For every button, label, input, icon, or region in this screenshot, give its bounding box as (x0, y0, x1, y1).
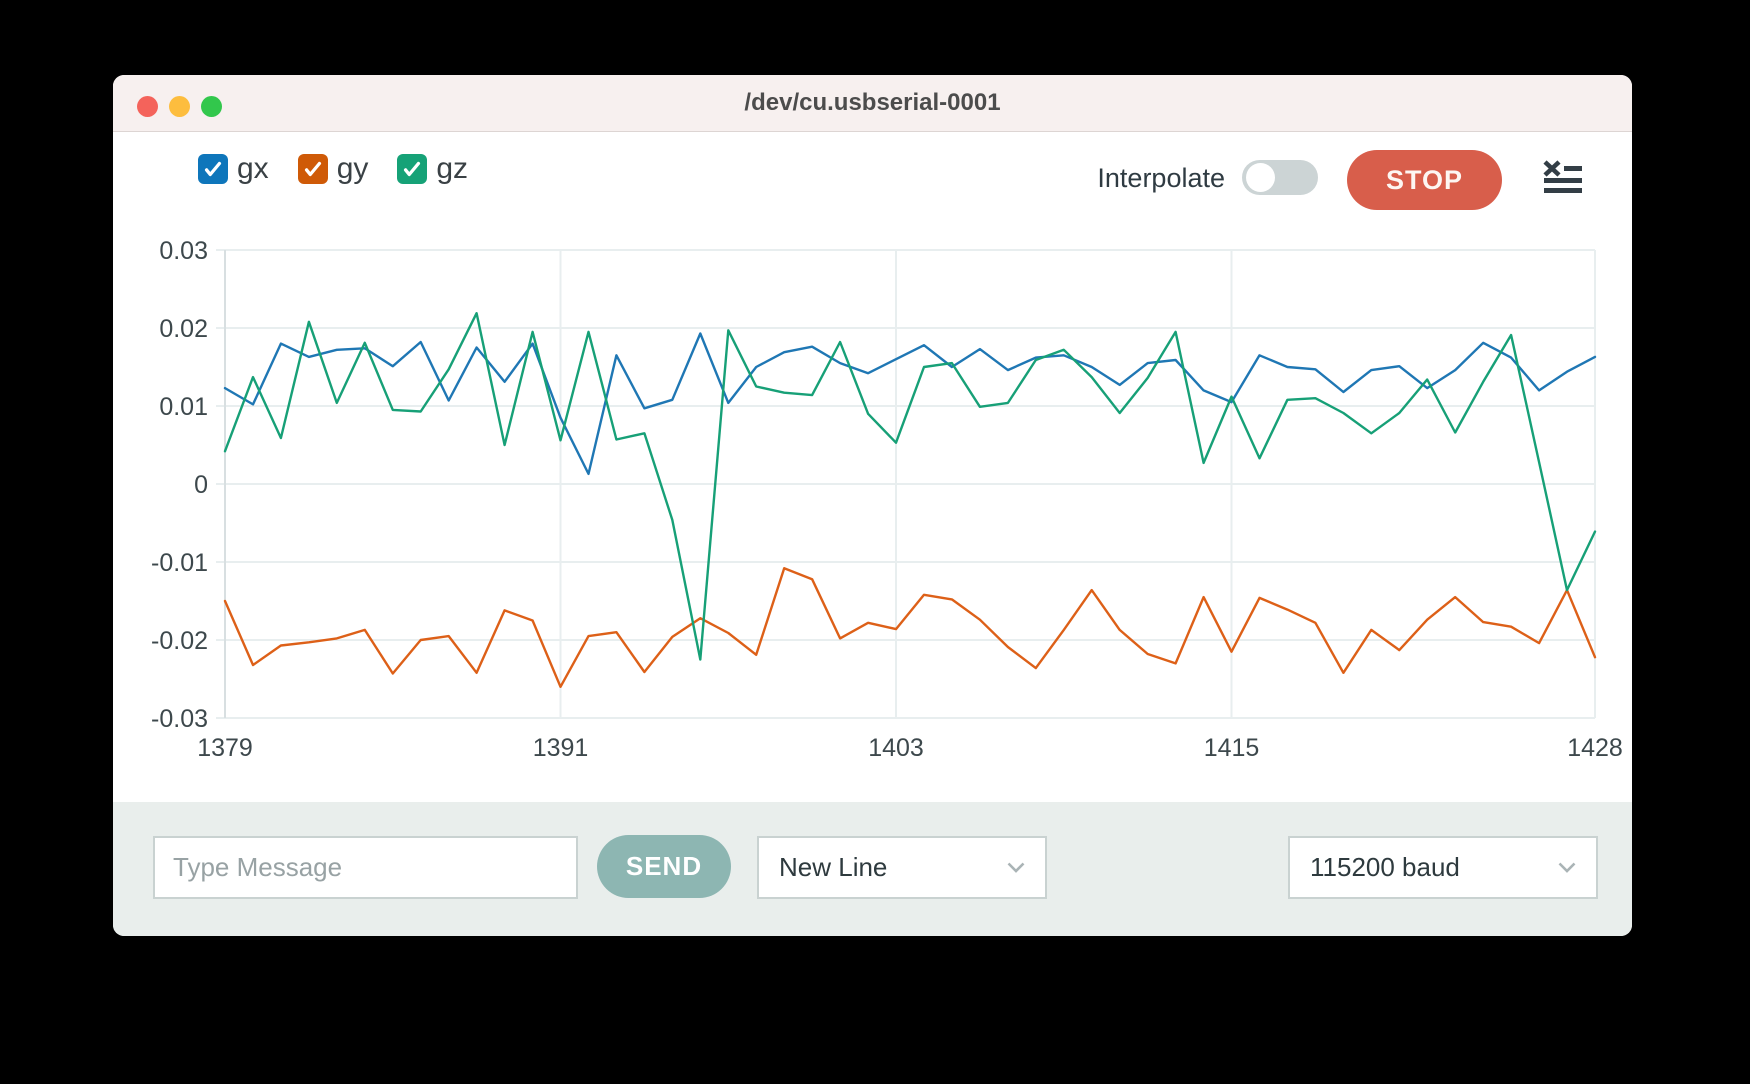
series-legend: gx gy gz (198, 152, 468, 186)
clear-list-icon (1543, 160, 1582, 193)
legend-label-gz: gz (436, 152, 469, 185)
gx-checkbox[interactable] (198, 154, 228, 184)
message-input[interactable] (153, 836, 578, 899)
series-gz (223, 311, 1597, 661)
y-tick-label: 0.03 (159, 237, 208, 265)
baud-rate-select[interactable]: 115200 baud (1288, 836, 1598, 899)
line-ending-select[interactable]: New Line (757, 836, 1047, 899)
baud-rate-value: 115200 baud (1310, 852, 1460, 882)
minimize-traffic-light[interactable] (169, 96, 190, 117)
interpolate-label: Interpolate (1097, 163, 1225, 193)
line-ending-value: New Line (779, 852, 888, 882)
footer-bar: SEND New Line 115200 baud (113, 802, 1632, 936)
window-title: /dev/cu.usbserial-0001 (744, 89, 1001, 116)
legend-label-gy: gy (336, 152, 369, 185)
titlebar: /dev/cu.usbserial-0001 (113, 75, 1632, 132)
y-tick-label: 0.01 (159, 393, 208, 421)
y-tick-label: 0.02 (159, 315, 208, 343)
stop-button[interactable]: STOP (1347, 150, 1502, 210)
checkmark-icon (204, 161, 222, 177)
x-tick-label: 1391 (533, 734, 589, 762)
series-gy (223, 567, 1597, 688)
chart: 0.03 0.02 0.01 0 -0.01 -0.02 -0.03 1379 1391 1403… (113, 175, 1632, 795)
interpolate-toggle[interactable] (1242, 160, 1318, 195)
x-tick-label: 1379 (197, 734, 253, 762)
clear-list-button[interactable] (1541, 159, 1585, 197)
toggle-knob (1246, 163, 1275, 192)
y-tick-label: 0 (194, 471, 208, 499)
chevron-down-icon (1558, 862, 1576, 873)
x-tick-label: 1415 (1204, 734, 1260, 762)
close-traffic-light[interactable] (137, 96, 158, 117)
app-window: /dev/cu.usbserial-0001 gx gy (113, 75, 1632, 936)
legend-item-gz[interactable]: gz (397, 152, 468, 186)
legend-item-gy[interactable]: gy (297, 152, 369, 186)
legend-item-gx[interactable]: gx (198, 152, 269, 186)
chevron-down-icon (1007, 862, 1025, 873)
gy-checkbox[interactable] (297, 154, 328, 184)
checkmark-icon (404, 161, 421, 177)
y-tick-label: -0.02 (151, 627, 208, 655)
y-tick-label: -0.03 (151, 705, 208, 733)
legend-label-gx: gx (237, 152, 269, 185)
send-button[interactable]: SEND (597, 835, 731, 898)
y-tick-label: -0.01 (151, 549, 208, 577)
x-tick-label: 1403 (868, 734, 924, 762)
zoom-traffic-light[interactable] (201, 96, 222, 117)
series-gx (223, 332, 1597, 476)
checkmark-icon (304, 161, 321, 177)
gz-checkbox[interactable] (397, 154, 428, 184)
x-tick-label: 1428 (1567, 734, 1623, 762)
